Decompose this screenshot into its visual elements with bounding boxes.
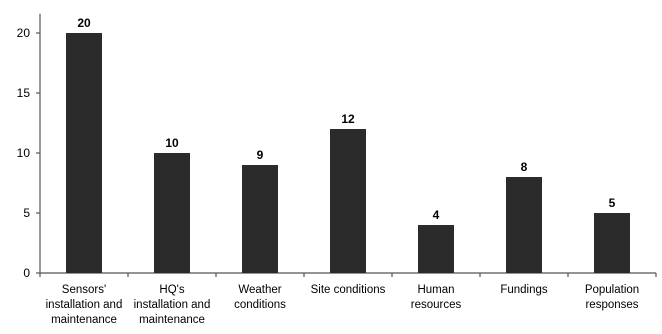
x-axis bbox=[39, 272, 657, 277]
bar bbox=[66, 33, 102, 273]
category-label: Weather conditions bbox=[234, 284, 286, 311]
category-labels: Sensors' installation and maintenance HQ's i… bbox=[46, 284, 640, 326]
category-label: Sensors' installation and maintenance bbox=[46, 284, 123, 326]
category-label-line: Fundings bbox=[500, 284, 548, 296]
y-tick-label: 15 bbox=[17, 86, 31, 100]
value-label: 12 bbox=[341, 112, 355, 126]
category-label-line: Site conditions bbox=[311, 284, 386, 296]
category-label: Population responses bbox=[585, 284, 639, 311]
y-tick-label: 10 bbox=[17, 146, 31, 160]
value-label: 4 bbox=[433, 208, 440, 222]
category-label-line: installation and bbox=[46, 299, 123, 311]
category-label-line: conditions bbox=[234, 299, 286, 311]
category-label-line: resources bbox=[411, 299, 462, 311]
value-labels: 20 10 9 12 4 8 5 bbox=[77, 16, 615, 222]
category-label-line: Human bbox=[417, 284, 454, 296]
bar bbox=[418, 225, 454, 273]
value-label: 10 bbox=[165, 136, 179, 150]
category-label-line: installation and bbox=[134, 299, 211, 311]
category-label-line: HQ's bbox=[159, 284, 184, 296]
bars bbox=[66, 33, 630, 273]
y-axis: 0 5 10 15 20 bbox=[17, 13, 41, 280]
category-label: Site conditions bbox=[311, 284, 386, 296]
bar bbox=[330, 129, 366, 273]
category-label: Fundings bbox=[500, 284, 548, 296]
category-label-line: maintenance bbox=[51, 314, 117, 326]
bar bbox=[242, 165, 278, 273]
y-tick-label: 0 bbox=[23, 266, 30, 280]
y-tick-label: 5 bbox=[23, 206, 30, 220]
category-label-line: maintenance bbox=[139, 314, 205, 326]
y-tick-label: 20 bbox=[17, 26, 31, 40]
value-label: 9 bbox=[257, 148, 264, 162]
category-label-line: Weather bbox=[238, 284, 281, 296]
value-label: 5 bbox=[609, 196, 616, 210]
value-label: 20 bbox=[77, 16, 91, 30]
bar bbox=[154, 153, 190, 273]
category-label: Human resources bbox=[411, 284, 462, 311]
category-label-line: responses bbox=[585, 299, 638, 311]
value-label: 8 bbox=[521, 160, 528, 174]
category-label: HQ's installation and maintenance bbox=[134, 284, 211, 326]
bar bbox=[506, 177, 542, 273]
bar bbox=[594, 213, 630, 273]
category-label-line: Sensors' bbox=[62, 284, 106, 296]
category-label-line: Population bbox=[585, 284, 639, 296]
